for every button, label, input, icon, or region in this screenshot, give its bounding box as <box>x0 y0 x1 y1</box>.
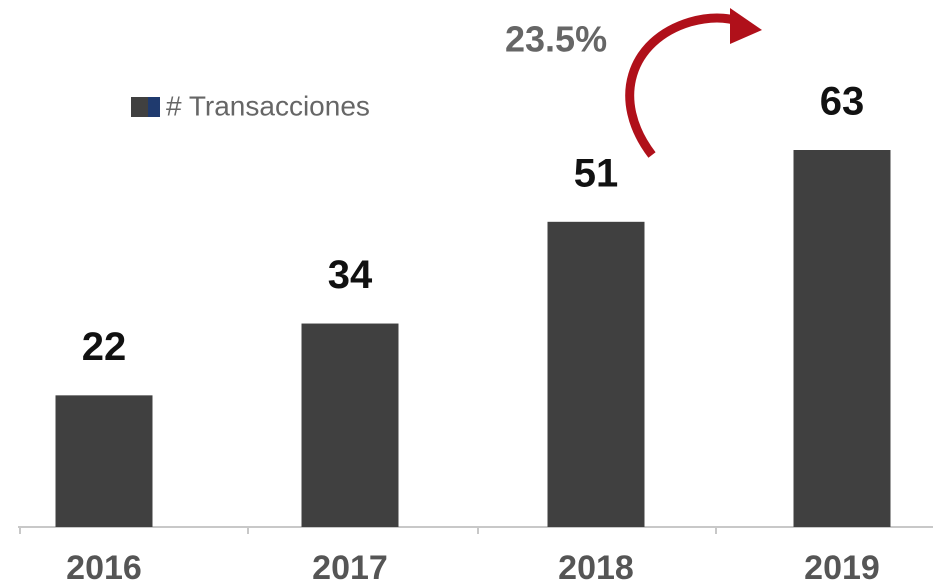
x-tick-label: 2019 <box>804 549 880 587</box>
growth-arrow <box>625 13 748 158</box>
legend-swatch <box>131 97 153 117</box>
axis-separators <box>19 527 717 534</box>
legend-swatch-edge <box>148 97 160 117</box>
bar <box>55 395 153 527</box>
data-label: 34 <box>328 253 373 297</box>
x-tick-label: 2018 <box>558 549 634 587</box>
growth-annotation: 23.5% <box>505 19 607 60</box>
bar <box>547 221 645 528</box>
bar <box>793 150 891 527</box>
growth-arrow-head <box>730 8 762 44</box>
data-label: 63 <box>820 80 865 124</box>
data-label: 22 <box>82 325 127 369</box>
legend-label: # Transacciones <box>166 90 370 121</box>
x-tick-label: 2016 <box>66 549 142 587</box>
data-label: 51 <box>574 151 619 195</box>
x-tick-label: 2017 <box>312 549 388 587</box>
bar <box>301 323 399 527</box>
